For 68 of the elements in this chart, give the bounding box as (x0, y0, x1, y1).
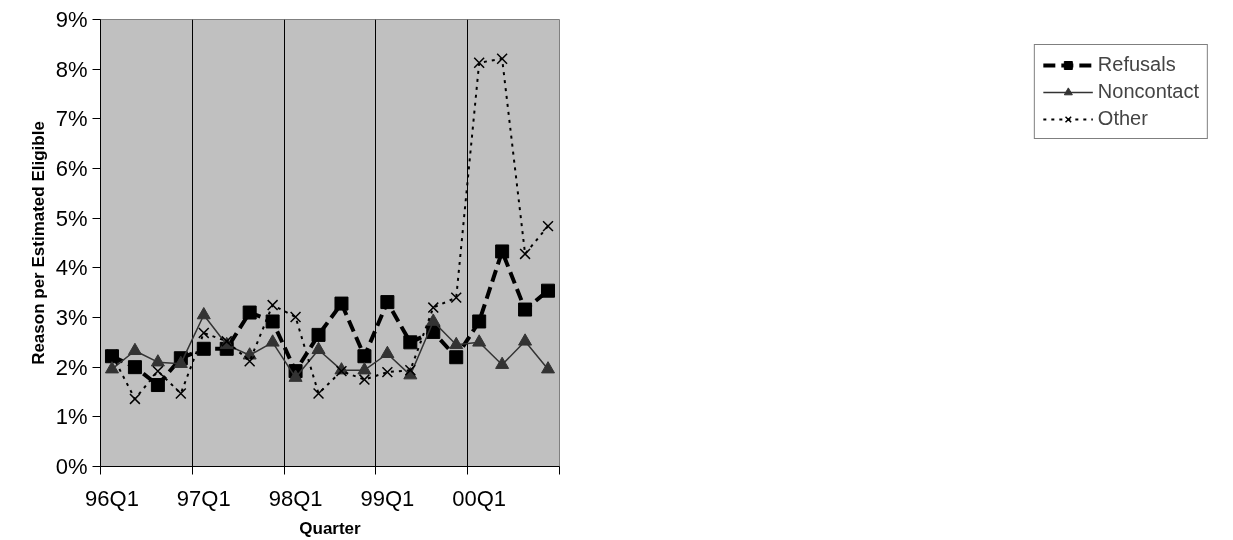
point (266, 299, 279, 311)
x-tick-label: 97Q1 (176, 485, 231, 511)
point (380, 295, 395, 310)
point (495, 356, 510, 369)
x-tick-label: 98Q1 (268, 485, 323, 511)
point (152, 365, 164, 377)
legend-label: Noncontact (1097, 80, 1199, 103)
point (127, 342, 142, 356)
y-tick-label: 7% (55, 106, 88, 132)
y-tick-label: 0% (55, 454, 88, 479)
point (173, 355, 188, 368)
y-tick-label: 9% (55, 7, 88, 32)
x-axis-title: Quarter (299, 518, 362, 538)
point (288, 369, 303, 382)
point (150, 354, 165, 367)
y-tick-label: 3% (55, 305, 88, 330)
point (334, 296, 349, 311)
point (357, 362, 372, 375)
y-tick-label: 2% (55, 354, 88, 380)
point (198, 327, 210, 339)
y-tick-label: 5% (55, 205, 88, 231)
point (404, 364, 417, 376)
point (196, 307, 211, 320)
point (289, 311, 302, 323)
point (127, 360, 142, 375)
y-axis-title: Reason per Estimated Eligible (28, 121, 48, 365)
point (196, 341, 211, 356)
point (541, 283, 556, 298)
point (265, 334, 280, 347)
point (541, 361, 556, 374)
point (518, 302, 533, 317)
point (380, 345, 395, 359)
point (311, 327, 326, 342)
point (311, 341, 326, 355)
y-tick-label: 4% (55, 255, 88, 281)
x-tick-label: 99Q1 (360, 485, 415, 511)
y-tick-label: 1% (55, 404, 88, 430)
point (449, 336, 464, 350)
y-tick-label: 6% (55, 156, 88, 181)
point (472, 314, 487, 329)
point (175, 387, 187, 400)
point (449, 350, 464, 365)
point (496, 53, 508, 65)
point (542, 220, 554, 232)
point (242, 305, 257, 320)
point (426, 313, 441, 326)
point (104, 361, 119, 374)
point (427, 301, 439, 314)
legend-label: Refusals (1097, 53, 1176, 76)
point (243, 355, 256, 367)
point (265, 314, 280, 329)
point (312, 387, 325, 400)
point (129, 393, 141, 405)
point (518, 333, 533, 346)
legend-label: Other (1097, 107, 1148, 130)
point (495, 244, 510, 259)
point (450, 291, 462, 304)
point (358, 373, 371, 386)
point (381, 366, 394, 378)
point (357, 349, 372, 364)
y-tick-label: 8% (55, 56, 88, 82)
point (473, 57, 485, 69)
point (472, 334, 487, 347)
point (403, 335, 418, 350)
point (150, 378, 165, 393)
point (519, 248, 531, 260)
x-tick-label: 96Q1 (85, 485, 139, 511)
x-tick-label: 00Q1 (452, 485, 507, 511)
